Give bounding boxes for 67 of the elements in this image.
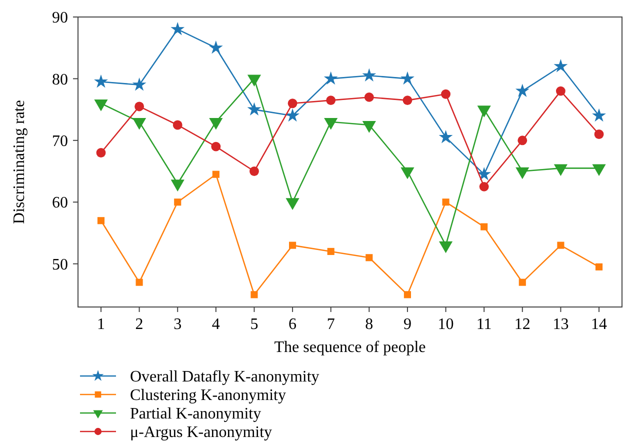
point xyxy=(595,263,603,270)
y-axis-title: Discriminating rate xyxy=(11,100,28,224)
point xyxy=(172,120,182,130)
x-axis-title: The sequence of people xyxy=(274,339,426,356)
point xyxy=(97,217,105,224)
legend-label: Partial K-anonymity xyxy=(130,406,262,423)
point xyxy=(557,242,564,249)
y-tick-label: 90 xyxy=(52,10,68,27)
point xyxy=(477,167,492,180)
point xyxy=(366,254,373,262)
point xyxy=(515,84,530,97)
y-tick-label: 60 xyxy=(52,194,68,212)
point xyxy=(479,182,489,192)
point xyxy=(326,96,336,106)
point xyxy=(518,136,528,146)
point xyxy=(554,59,568,72)
x-tick-label: 13 xyxy=(552,316,569,333)
x-tick-label: 7 xyxy=(326,316,335,333)
point xyxy=(250,291,258,298)
point xyxy=(174,198,182,206)
point xyxy=(211,142,221,152)
point xyxy=(286,108,300,122)
point xyxy=(556,86,566,96)
y-tick-label: 80 xyxy=(52,71,68,88)
x-tick-label: 2 xyxy=(135,316,144,333)
point xyxy=(441,89,450,99)
point xyxy=(96,148,106,158)
point xyxy=(208,40,223,54)
x-tick-label: 11 xyxy=(476,316,492,333)
point xyxy=(400,71,414,85)
x-tick-label: 12 xyxy=(514,316,530,333)
point xyxy=(324,71,338,85)
x-tick-label: 4 xyxy=(212,316,220,333)
legend-label: Clustering K-anonymity xyxy=(130,387,286,404)
point xyxy=(212,170,220,178)
x-tick-label: 1 xyxy=(96,316,105,333)
point xyxy=(404,291,411,298)
point xyxy=(247,102,262,116)
point xyxy=(518,278,526,286)
x-tick-label: 5 xyxy=(250,316,258,333)
point xyxy=(364,92,374,102)
point xyxy=(402,96,412,106)
x-tick-label: 6 xyxy=(288,316,297,333)
point xyxy=(362,68,376,82)
y-tick-label: 50 xyxy=(52,256,68,274)
x-tick-label: 9 xyxy=(403,316,412,333)
x-tick-label: 14 xyxy=(591,316,608,333)
point xyxy=(250,166,259,176)
point xyxy=(288,98,298,108)
x-tick-label: 10 xyxy=(438,316,454,333)
point xyxy=(132,78,146,91)
point xyxy=(438,130,453,144)
point xyxy=(327,248,334,256)
point xyxy=(592,108,606,122)
legend-label: μ-Argus K-anonymity xyxy=(130,424,272,442)
point xyxy=(480,223,488,230)
point xyxy=(170,22,185,36)
point xyxy=(136,278,143,286)
point xyxy=(134,102,144,112)
x-tick-label: 8 xyxy=(365,316,374,333)
point xyxy=(94,74,108,88)
point xyxy=(594,130,604,139)
legend-label: Overall Datafly K-anonymity xyxy=(130,368,320,386)
point xyxy=(289,242,296,249)
x-tick-label: 3 xyxy=(174,316,182,333)
y-tick-label: 70 xyxy=(52,133,68,150)
point xyxy=(442,198,450,206)
